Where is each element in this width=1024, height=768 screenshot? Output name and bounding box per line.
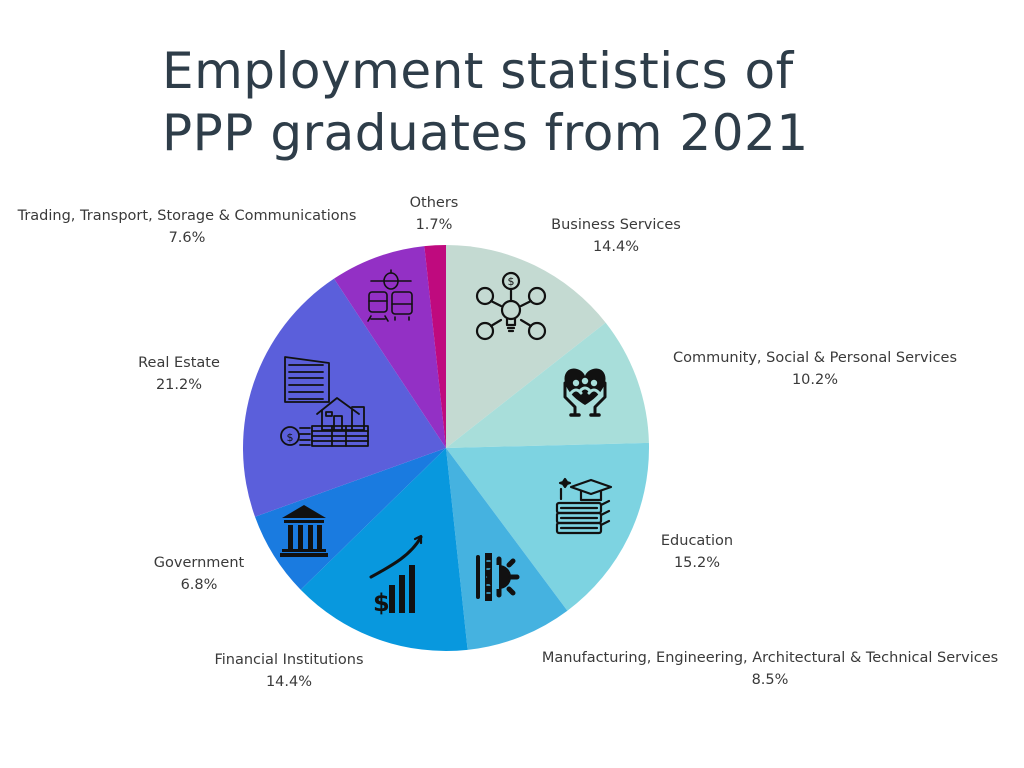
- pie-slice-others: [424, 245, 446, 448]
- slice-label-pct: 6.8%: [180, 577, 218, 593]
- svg-text:$: $: [373, 589, 390, 617]
- slice-label-pct: 8.5%: [751, 672, 789, 688]
- real-estate-buildings-icon: $: [280, 356, 369, 447]
- hands-heart-people-icon: [563, 368, 607, 417]
- slice-label-name: Community, Social & Personal Services: [672, 350, 958, 366]
- transport-plane-train-bus-icon: [367, 269, 413, 322]
- slice-label-pct: 14.4%: [592, 239, 640, 255]
- slice-label-trading-transport: Trading, Transport, Storage & Communicat…: [18, 205, 357, 249]
- government-building-icon: [280, 505, 328, 557]
- slice-label-community-services: Community, Social & Personal Services 10…: [673, 347, 957, 391]
- pie-slice-manufacturing-engineering-architectural-technical-services: [446, 448, 568, 650]
- slice-label-pct: 14.4%: [265, 674, 313, 690]
- slice-label-name: Trading, Transport, Storage & Communicat…: [17, 208, 357, 224]
- slice-label-name: Manufacturing, Engineering, Architectura…: [541, 650, 999, 666]
- dollar-growth-chart-icon: $: [369, 534, 423, 617]
- pie-icons: $ $: [280, 269, 613, 617]
- slice-label-real-estate: Real Estate 21.2%: [138, 352, 220, 396]
- slice-label-government: Government 6.8%: [154, 552, 244, 596]
- slice-label-pct: 1.7%: [415, 217, 453, 233]
- slice-label-name: Real Estate: [138, 355, 220, 371]
- slice-label-pct: 21.2%: [155, 377, 203, 393]
- slice-label-pct: 10.2%: [791, 372, 839, 388]
- slice-label-pct: 15.2%: [673, 555, 721, 571]
- chart-title-line-1: Employment statistics of: [162, 42, 794, 100]
- ruler-gear-icon: [476, 553, 520, 601]
- slice-label-education: Education 15.2%: [661, 530, 733, 574]
- pie-slice-business-services: [446, 245, 606, 448]
- slice-label-financial-institutions: Financial Institutions 14.4%: [214, 649, 363, 693]
- pie-slices: [243, 245, 649, 652]
- svg-text:$: $: [287, 431, 294, 444]
- slice-label-manufacturing: Manufacturing, Engineering, Architectura…: [542, 647, 998, 691]
- slice-label-name: Others: [409, 195, 459, 211]
- graduation-cap-books-icon: [555, 477, 613, 535]
- slice-label-name: Business Services: [551, 217, 681, 233]
- slice-label-name: Education: [660, 533, 734, 549]
- pie-slice-education: [446, 442, 649, 611]
- pie-slice-real-estate: [243, 278, 446, 517]
- slice-label-business-services: Business Services 14.4%: [551, 214, 681, 258]
- chart-title-line-2: PPP graduates from 2021: [162, 104, 809, 162]
- slice-label-pct: 7.6%: [168, 230, 206, 246]
- slice-label-name: Government: [153, 555, 245, 571]
- pie-slice-financial-institutions: [300, 448, 468, 652]
- svg-text:$: $: [508, 275, 515, 288]
- slice-label-others: Others 1.7%: [410, 192, 459, 236]
- slice-label-name: Financial Institutions: [214, 652, 364, 668]
- chart-title: Employment statistics of PPP graduates f…: [162, 40, 862, 164]
- lightbulb-network-icon: $: [475, 271, 547, 341]
- pie-slice-trading-transport-storage-communications: [334, 246, 446, 448]
